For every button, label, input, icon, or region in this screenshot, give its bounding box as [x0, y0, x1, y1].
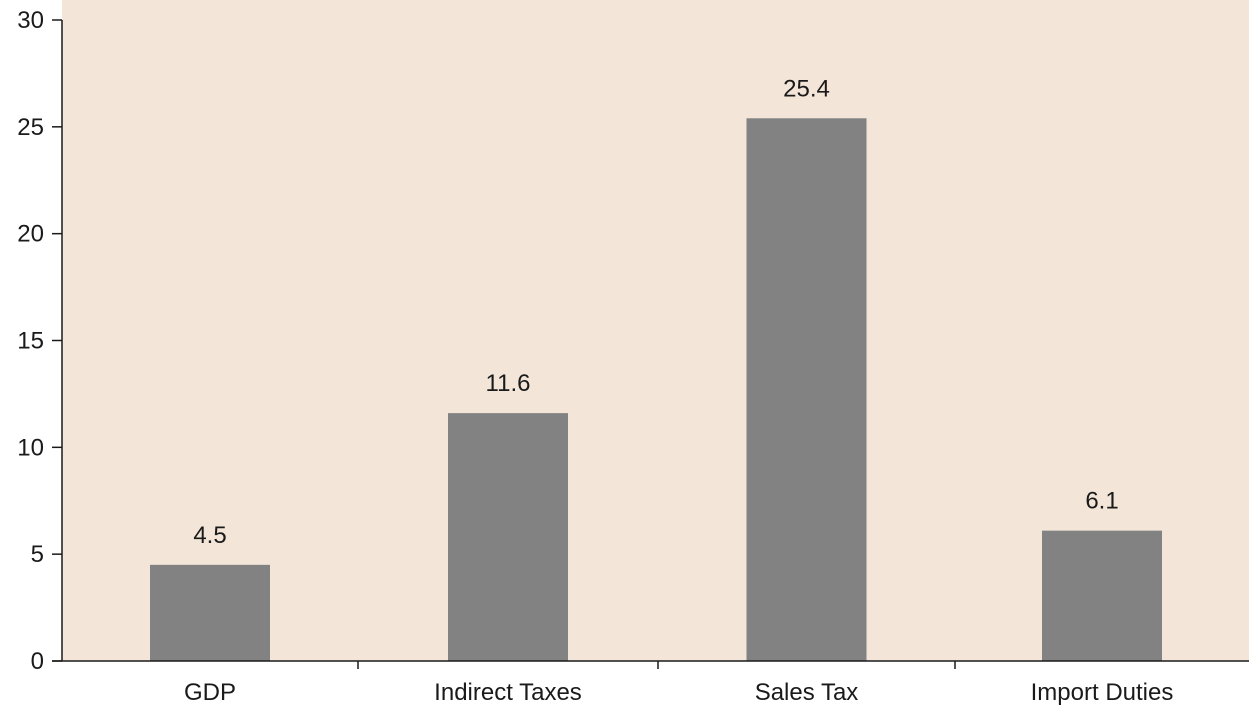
data-label-3: 6.1 [1085, 488, 1118, 515]
data-labels-layer: 4.5 11.6 25.4 6.1 [193, 75, 1118, 549]
y-tick-label-6: 30 [17, 7, 44, 34]
bar-1 [448, 413, 568, 661]
y-tick-label-3: 15 [17, 328, 44, 355]
y-tick-label-0: 0 [31, 648, 44, 675]
y-tick-labels: 0 5 10 15 20 25 30 [17, 7, 44, 675]
data-label-0: 4.5 [193, 522, 226, 549]
x-tick-label-2: Sales Tax [755, 679, 859, 706]
bar-3 [1042, 530, 1162, 661]
x-tick-label-1: Indirect Taxes [434, 679, 582, 706]
axes-layer [52, 19, 1249, 669]
x-tick-labels: GDP Indirect Taxes Sales Tax Import Duties [184, 679, 1173, 706]
y-tick-label-4: 20 [17, 221, 44, 248]
bar-0 [150, 564, 270, 661]
bar-2 [746, 118, 867, 661]
data-label-1: 11.6 [486, 370, 531, 397]
x-tick-label-0: GDP [184, 679, 236, 706]
y-tick-label-1: 5 [31, 541, 44, 568]
data-label-2: 25.4 [783, 75, 830, 102]
y-tick-label-5: 25 [17, 114, 44, 141]
y-tick-label-2: 10 [17, 434, 44, 461]
bars-layer [150, 118, 1162, 661]
x-tick-label-3: Import Duties [1031, 679, 1174, 706]
